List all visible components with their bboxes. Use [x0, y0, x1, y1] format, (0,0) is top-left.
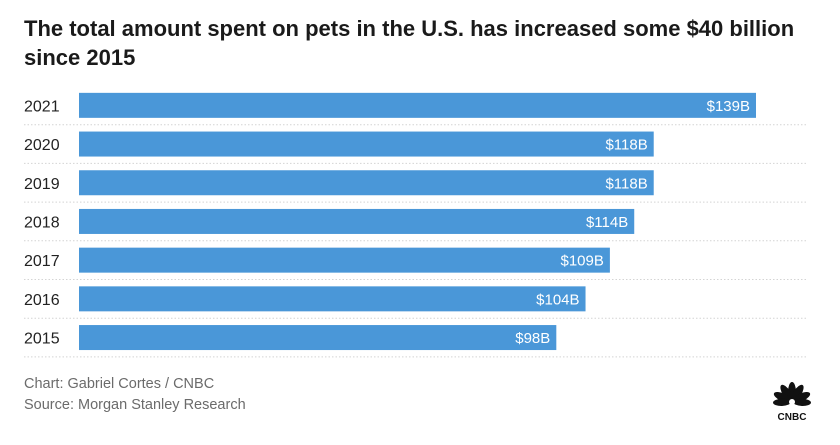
category-label: 2018: [24, 214, 60, 231]
category-label: 2016: [24, 292, 60, 309]
bar-value-label: $118B: [605, 175, 647, 192]
category-label: 2015: [24, 331, 60, 348]
peacock-feathers: [773, 382, 811, 406]
bar-value-label: $98B: [515, 330, 550, 347]
cnbc-peacock-logo: CNBC: [773, 382, 811, 422]
bar: [79, 170, 654, 196]
bar: [79, 247, 610, 273]
source-credit: Source: Morgan Stanley Research: [24, 397, 246, 413]
bar: [79, 208, 635, 234]
chart-title: The total amount spent on pets in the U.…: [24, 16, 795, 70]
bar-value-label: $114B: [586, 214, 628, 231]
bar: [79, 325, 557, 351]
bar-value-label: $139B: [707, 98, 750, 115]
bar: [79, 131, 654, 157]
bar-value-label: $118B: [605, 137, 647, 154]
bar: [79, 286, 586, 312]
bar-value-label: $109B: [561, 253, 604, 270]
category-label: 2019: [24, 176, 60, 193]
bar: [79, 92, 756, 118]
bar-chart: 2021 $139B 2020 $118B 2019 $118B 2018 $114B 2017…: [24, 92, 808, 358]
category-label: 2021: [24, 98, 60, 115]
logo-wordmark: CNBC: [778, 412, 807, 422]
category-label: 2017: [24, 253, 60, 270]
bar-value-label: $104B: [536, 291, 579, 308]
category-label: 2020: [24, 137, 60, 154]
chart-credit: Chart: Gabriel Cortes / CNBC: [24, 376, 215, 392]
